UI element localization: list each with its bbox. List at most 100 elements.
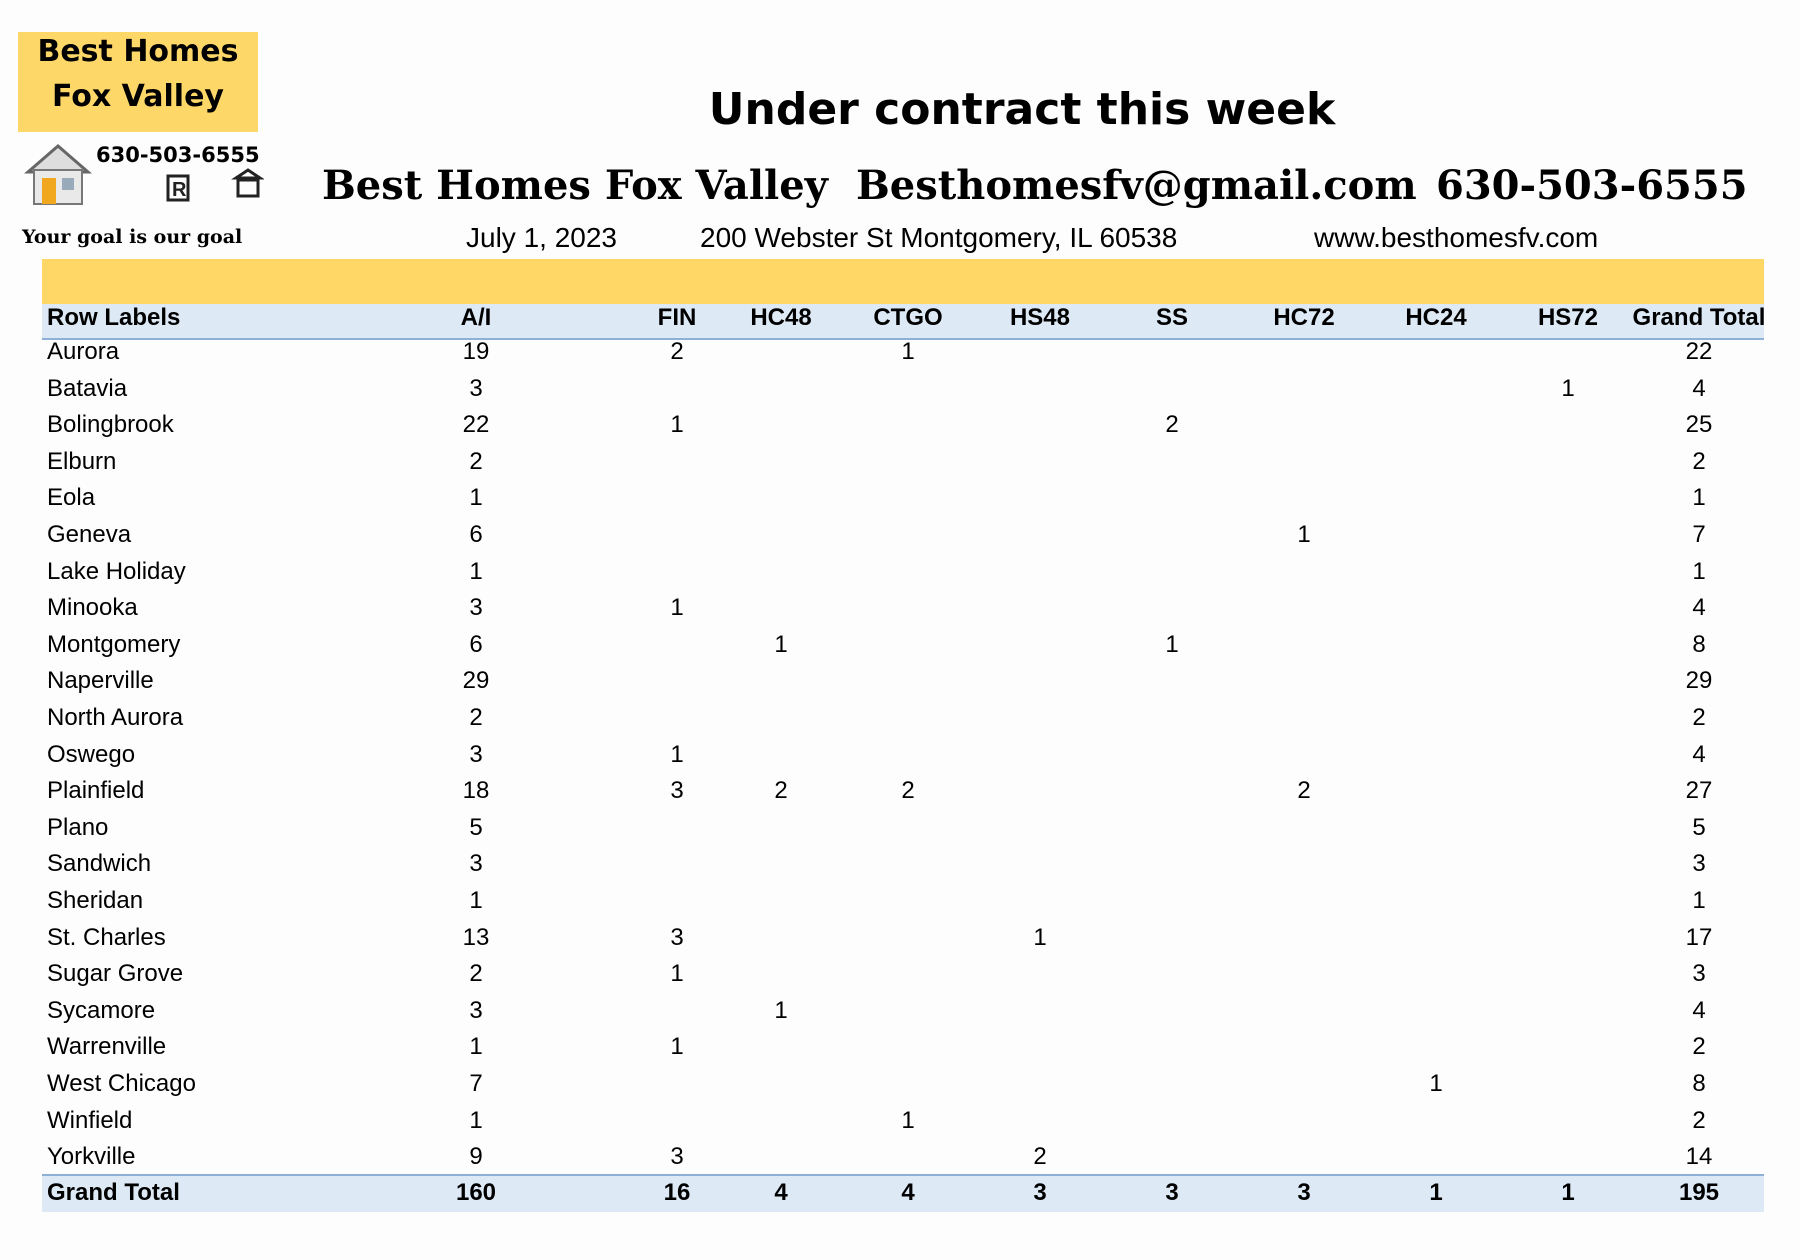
total-value: 3 xyxy=(1297,1179,1311,1206)
cell-value: 1 xyxy=(670,594,684,622)
row-label: Elburn xyxy=(47,447,117,475)
logo-phone: 630-503-6555 xyxy=(96,143,260,167)
cell-value: 1 xyxy=(774,996,788,1024)
total-value: 16 xyxy=(663,1179,691,1206)
cell-value: 1 xyxy=(670,1033,684,1061)
column-header: HC24 xyxy=(1405,304,1467,331)
logo-name: Best Homes xyxy=(37,34,239,69)
cell-value: 2 xyxy=(901,777,915,805)
date: July 1, 2023 xyxy=(466,222,617,253)
column-header: HC72 xyxy=(1273,304,1335,331)
cell-value: 17 xyxy=(1685,923,1713,951)
cell-value: 1 xyxy=(469,1033,483,1061)
total-value: 4 xyxy=(774,1179,788,1206)
cell-value: 3 xyxy=(469,996,483,1024)
column-header: HS48 xyxy=(1009,304,1071,331)
row-label: Aurora xyxy=(47,338,120,365)
cell-value: 1 xyxy=(774,630,788,658)
row-label: Geneva xyxy=(47,521,132,548)
cell-value: 3 xyxy=(670,777,684,805)
cell-value: 7 xyxy=(1692,521,1706,548)
cell-value: 6 xyxy=(469,630,483,658)
cell-value: 6 xyxy=(469,521,483,548)
header-band xyxy=(42,259,1764,304)
cell-value: 1 xyxy=(1561,374,1575,402)
total-value: 4 xyxy=(901,1179,915,1206)
total-value: 3 xyxy=(1165,1179,1179,1206)
header-row xyxy=(42,304,1764,340)
column-header: CTGO xyxy=(873,304,943,331)
cell-value: 8 xyxy=(1692,1070,1706,1097)
total-value: 195 xyxy=(1678,1179,1720,1206)
title: Under contract this week xyxy=(708,84,1336,135)
column-header: A/I xyxy=(460,304,492,331)
cell-value: 2 xyxy=(469,447,483,475)
cell-value: 3 xyxy=(670,923,684,951)
total-row xyxy=(42,1174,1764,1212)
row-label: Plainfield xyxy=(47,777,145,805)
cell-value: 1 xyxy=(670,740,684,768)
cell-value: 9 xyxy=(469,1143,483,1171)
row-label: Bolingbrook xyxy=(47,411,174,439)
cell-value: 1 xyxy=(901,338,915,365)
cell-value: 4 xyxy=(1692,594,1706,622)
cell-value: 19 xyxy=(462,338,490,365)
row-label: Naperville xyxy=(47,667,154,695)
row-label: St. Charles xyxy=(47,923,166,951)
cell-value: 25 xyxy=(1685,411,1713,439)
row-label: Sycamore xyxy=(47,996,156,1024)
cell-value: 1 xyxy=(1692,887,1706,914)
column-header: FIN xyxy=(657,304,697,331)
cell-value: 5 xyxy=(1692,813,1706,841)
column-header: SS xyxy=(1155,304,1188,331)
cell-value: 1 xyxy=(1692,557,1706,585)
row-label: Lake Holiday xyxy=(47,557,186,585)
cell-value: 2 xyxy=(1692,447,1706,475)
total-value: 1 xyxy=(1429,1179,1443,1206)
row-label: Montgomery xyxy=(47,630,181,658)
cell-value: 4 xyxy=(1692,374,1706,402)
cell-value: 7 xyxy=(469,1070,483,1097)
cell-value: 1 xyxy=(1692,484,1706,512)
cell-value: 2 xyxy=(670,338,684,365)
row-label: Yorkville xyxy=(47,1143,136,1171)
cell-value: 14 xyxy=(1685,1143,1713,1171)
column-header: Grand Total xyxy=(1632,304,1766,331)
total-value: 160 xyxy=(455,1179,497,1206)
total-value: 1 xyxy=(1561,1179,1575,1206)
email: Besthomesfv@gmail.com xyxy=(856,162,1417,209)
row-label: Minooka xyxy=(47,594,138,622)
logo-icons: R xyxy=(24,144,264,205)
cell-value: 29 xyxy=(462,667,490,695)
row-label: Batavia xyxy=(47,374,128,402)
row-label: Sandwich xyxy=(47,850,152,878)
cell-value: 1 xyxy=(469,484,483,512)
row-label: Sheridan xyxy=(47,887,144,914)
row-label: Oswego xyxy=(47,740,136,768)
row-label: North Aurora xyxy=(47,704,184,731)
cell-value: 27 xyxy=(1685,777,1713,805)
svg-text:R: R xyxy=(172,179,187,201)
cell-value: 1 xyxy=(670,411,684,439)
cell-value: 4 xyxy=(1692,996,1706,1024)
cell-value: 1 xyxy=(1429,1070,1443,1097)
row-label: Plano xyxy=(47,813,109,841)
cell-value: 2 xyxy=(469,960,483,988)
phone: 630-503-6555 xyxy=(1436,162,1748,209)
cell-value: 29 xyxy=(1685,667,1713,695)
cell-value: 3 xyxy=(1692,850,1706,878)
row-label: Eola xyxy=(47,484,96,512)
cell-value: 1 xyxy=(469,1106,483,1134)
logo-name: Fox Valley xyxy=(52,79,224,114)
company: Best Homes Fox Valley xyxy=(322,162,828,209)
cell-value: 2 xyxy=(1692,1106,1706,1134)
cell-value: 1 xyxy=(1033,923,1047,951)
cell-value: 5 xyxy=(469,813,483,841)
total-value: 3 xyxy=(1033,1179,1047,1206)
total-label: Grand Total xyxy=(47,1179,180,1206)
cell-value: 1 xyxy=(901,1106,915,1134)
row-label: Sugar Grove xyxy=(47,960,184,988)
cell-value: 1 xyxy=(1165,630,1179,658)
cell-value: 1 xyxy=(1297,521,1311,548)
